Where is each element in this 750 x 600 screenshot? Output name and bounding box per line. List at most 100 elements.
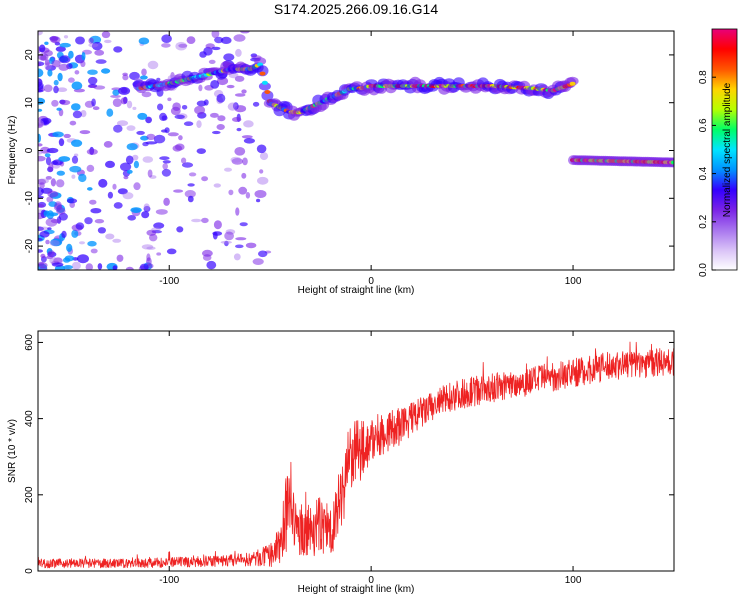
heatmap-noise-blob <box>84 217 93 225</box>
heatmap-noise-blob <box>38 121 44 128</box>
heatmap-noise-blob <box>146 229 157 236</box>
heatmap-noise-blob <box>259 169 264 174</box>
heatmap-noise-blob <box>38 143 43 147</box>
heatmap-noise-blob <box>208 59 216 64</box>
heatmap-noise-blob <box>175 41 187 51</box>
colorbar-tick-label: 0.6 <box>698 118 709 132</box>
heatmap-noise-blob <box>58 63 69 71</box>
heatmap-noise-blob <box>201 217 209 224</box>
heatmap-noise-blob <box>187 195 194 203</box>
heatmap-noise-blob <box>194 105 206 115</box>
heatmap-frame <box>37 30 675 271</box>
heatmap-noise-blob <box>252 101 260 107</box>
heatmap-noise-blob <box>164 127 170 134</box>
heatmap-noise-blob <box>211 46 221 51</box>
heatmap-noise-blob <box>87 69 98 75</box>
heatmap-noise-blob <box>40 253 46 259</box>
heatmap-noise-blob <box>38 237 43 241</box>
heatmap-noise-blob <box>127 215 136 221</box>
heatmap-noise-blob <box>242 157 248 166</box>
heatmap-ytick-label: 0 <box>24 147 35 153</box>
heatmap-noise-blob <box>97 227 106 234</box>
heatmap-noise-blob <box>113 124 123 133</box>
heatmap-noise-blob <box>133 160 139 169</box>
heatmap-noise-blob <box>49 257 58 265</box>
heatmap-noise-blob <box>147 169 153 178</box>
heatmap-noise-blob <box>69 120 77 126</box>
heatmap-noise-blob <box>105 160 115 168</box>
heatmap-noise-blob <box>178 135 183 141</box>
heatmap-noise-blob <box>75 222 85 230</box>
heatmap-noise-blob <box>38 97 46 105</box>
heatmap-noise-blob <box>56 170 65 176</box>
heatmap-noise-blob <box>153 134 166 144</box>
snr-xtick-label: 0 <box>368 575 374 586</box>
heatmap-noise-blob <box>43 84 53 93</box>
heatmap-noise-blob <box>132 154 139 161</box>
heatmap-noise-blob <box>163 197 170 206</box>
heatmap-noise-blob <box>213 183 221 188</box>
heatmap-noise-blob <box>93 85 106 90</box>
heatmap-noise-blob <box>88 76 98 85</box>
heatmap-noise-blob <box>113 46 123 53</box>
heatmap-ridge-core <box>261 80 268 85</box>
heatmap-noise-blob <box>46 255 54 260</box>
heatmap-noise-blob <box>140 75 148 80</box>
colorbar-ticks: 0.0 0.2 0.4 0.6 0.8 <box>698 70 716 277</box>
heatmap-noise-blob <box>223 53 235 61</box>
heatmap-noise-blob <box>38 78 43 87</box>
heatmap-noise-blob <box>196 148 206 155</box>
heatmap-noise-blob <box>90 208 102 214</box>
heatmap-noise-blob <box>210 112 219 118</box>
heatmap-noise-blob <box>181 105 188 110</box>
heatmap-noise-blob <box>39 44 46 53</box>
heatmap-noise-blob <box>105 233 115 240</box>
heatmap-noise-blob <box>126 125 136 131</box>
heatmap-noise-blob <box>259 152 269 161</box>
heatmap-noise-blob <box>141 91 152 98</box>
heatmap-noise-blob <box>56 107 62 111</box>
heatmap-noise-blob <box>138 37 150 45</box>
heatmap-noise-blob <box>57 87 68 92</box>
snr-ytick-label: 200 <box>24 486 35 503</box>
heatmap-noise-blob <box>38 89 44 93</box>
heatmap-noise-blob <box>92 106 100 111</box>
heatmap-noise-blob <box>198 84 203 92</box>
heatmap-noise-blob <box>155 209 168 215</box>
heatmap-noise-blob <box>156 252 162 256</box>
heatmap-noise-blob <box>132 106 137 110</box>
heatmap-noise-blob <box>146 246 156 250</box>
heatmap-noise-blob <box>38 249 43 253</box>
heatmap-noise-blob <box>86 164 95 172</box>
heatmap-noise-blob <box>162 163 168 170</box>
snr-ytick-label: 600 <box>24 334 35 351</box>
heatmap-noise-blob <box>71 174 76 179</box>
heatmap-ridge-core <box>259 71 266 76</box>
heatmap-noise-blob <box>110 94 121 98</box>
heatmap-noise-blob <box>47 190 59 198</box>
heatmap-noise-blob <box>172 102 181 111</box>
heatmap-noise-blob <box>63 265 73 270</box>
heatmap-noise-blob <box>91 41 103 51</box>
heatmap-noise-blob <box>141 68 147 76</box>
heatmap-noise-blob <box>116 120 129 127</box>
heatmap-noise-blob <box>47 227 52 231</box>
figure-title: S174.2025.266.09.16.G14 <box>274 1 438 17</box>
heatmap-noise-blob <box>232 117 242 122</box>
heatmap-noise-blob <box>172 145 183 152</box>
heatmap-noise-blob <box>258 250 268 258</box>
heatmap-noise-blob <box>38 178 46 185</box>
heatmap-noise-blob <box>187 183 195 187</box>
heatmap-noise-blob <box>230 156 242 163</box>
heatmap-noise-blob <box>174 114 185 120</box>
heatmap-noise-blob <box>212 130 221 135</box>
heatmap-noise-blob <box>136 130 145 135</box>
heatmap-noise-blob <box>226 84 235 89</box>
heatmap-noise-blob <box>63 35 69 39</box>
heatmap-noise-blob <box>113 202 123 209</box>
heatmap-noise-blob <box>54 201 62 210</box>
colorbar-tick-label: 0.2 <box>698 214 709 228</box>
heatmap-noise-blob <box>39 266 48 270</box>
heatmap-noise-blob <box>256 198 261 203</box>
